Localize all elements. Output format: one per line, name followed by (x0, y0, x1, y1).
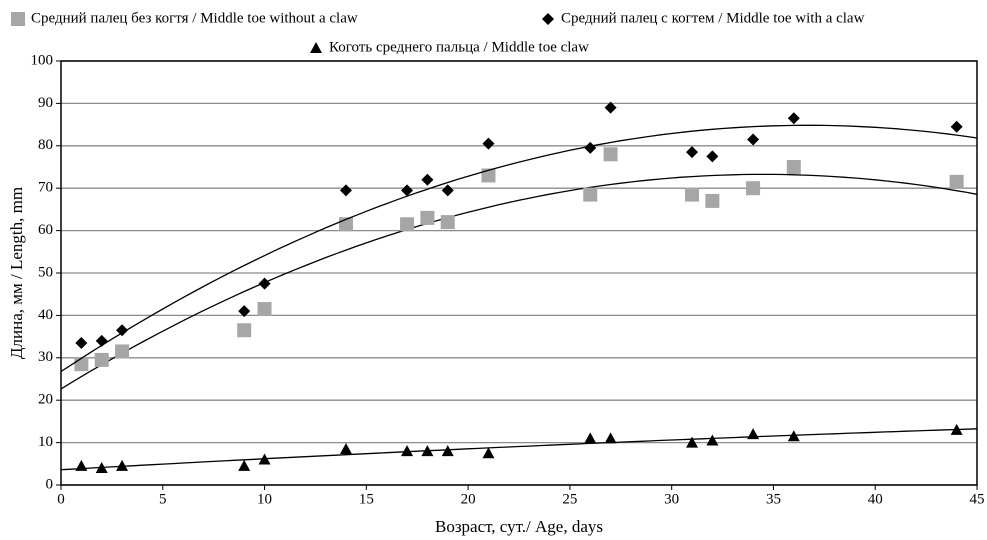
point (238, 305, 251, 318)
y-tick-label: 30 (38, 349, 53, 365)
point (787, 112, 800, 125)
x-tick-label: 10 (257, 491, 272, 507)
x-tick-label: 15 (359, 491, 374, 507)
point (440, 215, 455, 230)
trendline (60, 173, 978, 390)
point (116, 459, 129, 471)
y-tick-label: 100 (31, 52, 54, 68)
y-tick-label: 60 (38, 222, 53, 238)
y-tick-label: 40 (38, 307, 53, 323)
point (747, 428, 760, 440)
point (603, 147, 618, 162)
x-axis-label: Возраст, сут./ Age, days (435, 517, 603, 536)
x-tick-label: 35 (766, 491, 781, 507)
point (339, 184, 352, 197)
point (685, 187, 700, 202)
legend-label: Средний палец без когтя / Middle toe wit… (31, 10, 358, 26)
y-tick-label: 0 (46, 476, 54, 492)
point (950, 423, 963, 435)
point (94, 352, 109, 367)
point (75, 336, 88, 349)
point (584, 141, 597, 154)
point (238, 459, 251, 471)
point (339, 442, 352, 454)
point (75, 459, 88, 471)
x-tick-label: 25 (562, 491, 577, 507)
point (116, 324, 129, 337)
x-tick-label: 45 (970, 491, 985, 507)
x-tick-label: 20 (461, 491, 476, 507)
point (421, 445, 434, 457)
point (258, 453, 271, 465)
point (95, 462, 108, 474)
plot-border (60, 60, 978, 486)
point (95, 334, 108, 347)
point (746, 181, 761, 196)
legend-marker (310, 42, 322, 53)
point (583, 187, 598, 202)
point (706, 150, 719, 163)
point (482, 137, 495, 150)
point (482, 447, 495, 459)
point (441, 184, 454, 197)
trendline (60, 428, 978, 471)
x-tick-label: 30 (664, 491, 679, 507)
point (706, 434, 719, 446)
x-tick-label: 0 (57, 491, 65, 507)
x-tick-label: 40 (868, 491, 883, 507)
point (441, 445, 454, 457)
legend-label: Средний палец с когтем / Middle toe with… (561, 10, 865, 26)
point (74, 357, 89, 372)
point (237, 323, 252, 338)
y-tick-label: 80 (38, 137, 53, 153)
point (949, 174, 964, 189)
point (257, 302, 272, 317)
trendline (60, 124, 978, 373)
y-tick-label: 10 (38, 434, 53, 450)
point (604, 101, 617, 114)
y-tick-label: 90 (38, 95, 53, 111)
point (705, 193, 720, 208)
point (604, 432, 617, 444)
point (400, 217, 415, 232)
legend-marker (11, 12, 25, 26)
y-axis-label: Длина, мм / Length, mm (7, 187, 26, 359)
y-tick-label: 50 (38, 264, 53, 280)
point (747, 133, 760, 146)
point (786, 160, 801, 174)
point (421, 173, 434, 186)
point (686, 436, 699, 448)
point (115, 344, 130, 359)
point (401, 184, 414, 197)
point (401, 445, 414, 457)
x-tick-label: 5 (159, 491, 167, 507)
point (686, 146, 699, 159)
point (584, 432, 597, 444)
legend-label: Коготь среднего пальца / Middle toe claw (329, 39, 589, 55)
point (420, 210, 435, 225)
legend-marker (542, 13, 554, 25)
point (787, 430, 800, 442)
y-tick-label: 70 (38, 180, 53, 196)
point (950, 120, 963, 133)
y-tick-label: 20 (38, 392, 53, 408)
point (258, 277, 271, 290)
